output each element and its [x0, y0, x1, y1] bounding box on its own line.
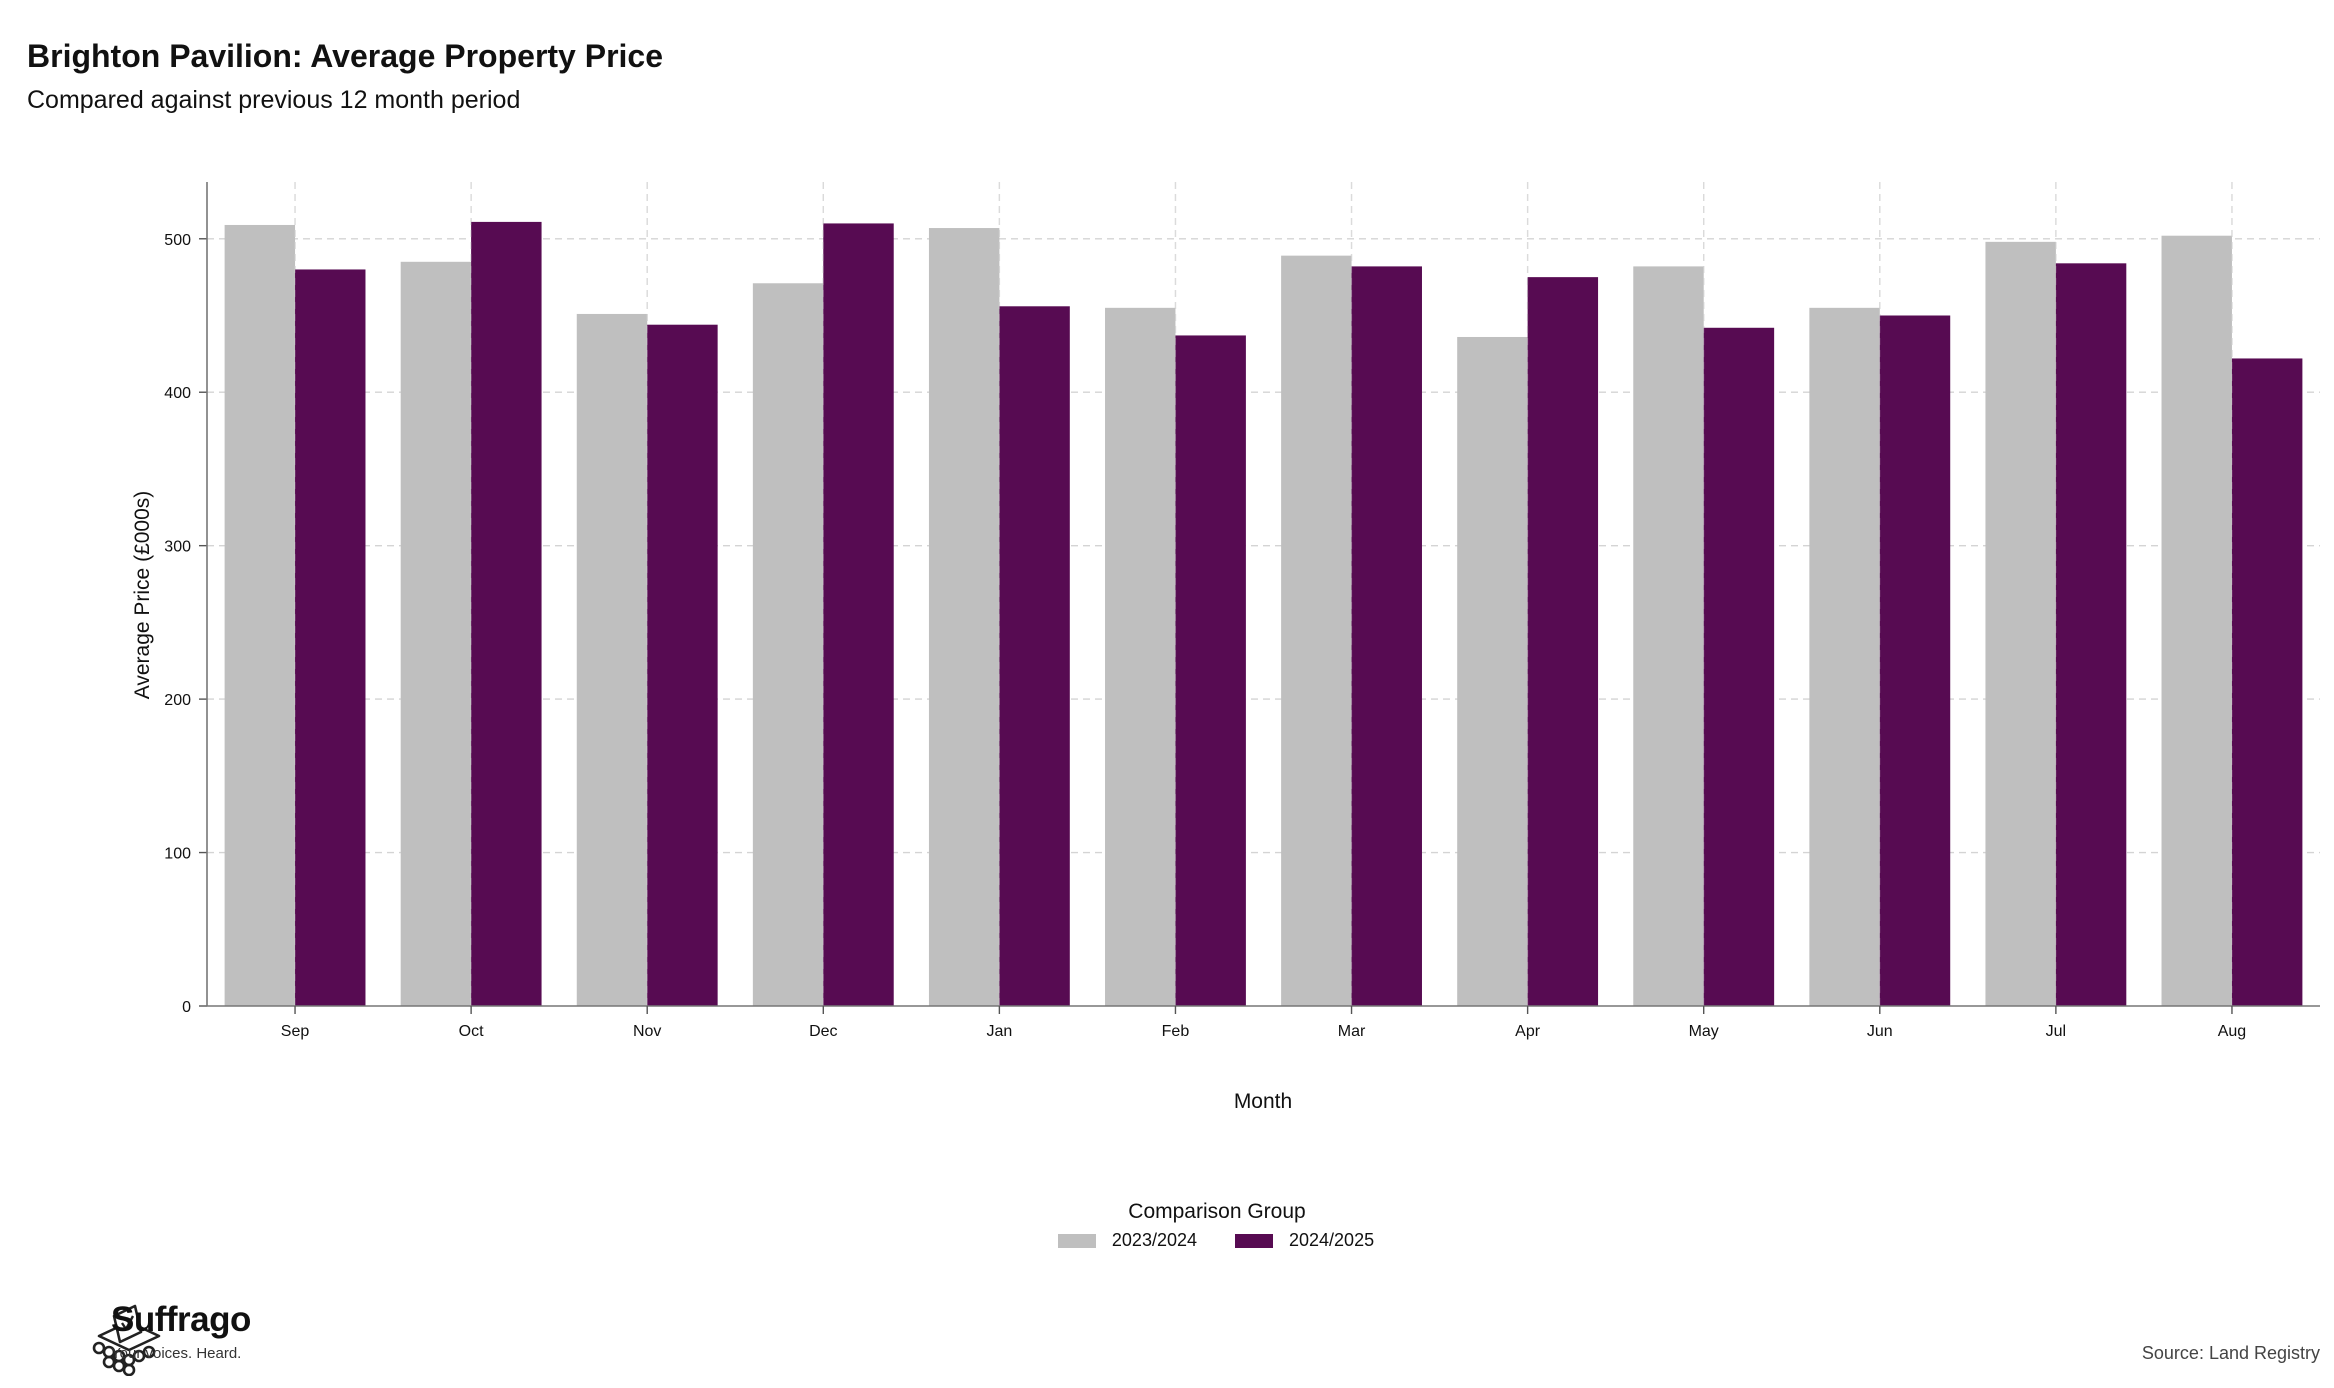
x-tick-label: Jan [986, 1023, 1012, 1040]
bar-2023-2024-mar [1281, 255, 1352, 1006]
bar-2023-2024-jan [928, 228, 1000, 1007]
chart-title: Brighton Pavilion: Average Property Pric… [27, 38, 664, 74]
bar-2024-2025-nov [647, 324, 718, 1006]
bar-2024-2025-dec [823, 223, 894, 1006]
bar-2024-2025-jan [999, 306, 1070, 1006]
bar-2024-2025-jul [2055, 263, 2127, 1006]
x-tick-label: Jun [1867, 1023, 1893, 1040]
bars [224, 182, 2303, 1007]
bar-2023-2024-aug [2161, 235, 2232, 1006]
y-tick-label: 0 [182, 999, 191, 1016]
ballot-box-logo-icon [92, 1304, 161, 1376]
bar-2024-2025-feb [1175, 335, 1246, 1006]
chart-subtitle: Compared against previous 12 month perio… [27, 86, 521, 114]
y-tick-label: 400 [164, 385, 191, 402]
y-tick-label: 300 [164, 539, 191, 556]
y-axis-title: Average Price (£000s) [131, 491, 154, 700]
legend-item-2023-2024: 2023/2024 [1057, 1230, 1197, 1251]
x-tick-labels: Sep Oct Nov Dec Jan Feb Mar Apr May Jun Jul Aug [281, 1023, 2246, 1040]
bar-2023-2024-apr [1457, 336, 1528, 1007]
bar-2023-2024-feb [1105, 307, 1176, 1006]
legend-title: Comparison Group [1128, 1200, 1306, 1223]
x-axis-title: Month [1234, 1090, 1292, 1113]
bar-2023-2024-sep [224, 224, 296, 1007]
bar-2024-2025-jun [1879, 315, 1951, 1006]
x-tick-label: Dec [809, 1023, 837, 1040]
legend-item-2024-2025: 2024/2025 [1235, 1230, 1374, 1251]
legend-label: 2024/2025 [1289, 1230, 1375, 1250]
x-tick-label: Nov [633, 1023, 661, 1040]
legend-label: 2023/2024 [1111, 1230, 1197, 1250]
legend-swatch [1235, 1233, 1273, 1248]
x-tick-label: Oct [459, 1023, 484, 1040]
bar-2023-2024-oct [400, 261, 472, 1006]
x-tick-label: Sep [281, 1023, 310, 1040]
x-tick-label: May [1689, 1023, 1719, 1040]
bar-2023-2024-jun [1809, 307, 1880, 1006]
bar-2024-2025-aug [2231, 358, 2303, 1007]
bar-2024-2025-may [1703, 327, 1775, 1006]
axes [199, 182, 2320, 1014]
legend-items: 2023/2024 2024/2025 [98, 1230, 2334, 1251]
legend-swatch [1057, 1233, 1096, 1248]
bar-2024-2025-sep [295, 269, 366, 1006]
y-tick-labels: 0 100 200 300 400 500 [164, 232, 191, 1016]
x-tick-label: Feb [1162, 1023, 1190, 1040]
brand-tagline: Your voices. Heard. [111, 1345, 242, 1362]
legend: Comparison Group 2023/2024 2024/2025 [0, 1200, 2334, 1251]
bar-2024-2025-oct [471, 221, 542, 1006]
y-tick-label: 100 [164, 846, 191, 863]
brand-name: Suffrago [111, 1300, 251, 1339]
bar-2023-2024-jul [1985, 241, 2056, 1007]
bar-2024-2025-mar [1351, 266, 1422, 1006]
y-tick-label: 500 [164, 232, 191, 249]
x-tick-label: Apr [1515, 1023, 1541, 1040]
x-tick-label: Mar [1338, 1023, 1366, 1040]
y-tick-label: 200 [164, 692, 191, 709]
x-tick-label: Jul [2046, 1023, 2066, 1040]
bar-2023-2024-may [1633, 266, 1704, 1006]
bar-2024-2025-apr [1527, 277, 1599, 1006]
bar-2023-2024-nov [576, 313, 648, 1006]
bar-2023-2024-dec [752, 283, 824, 1006]
x-tick-label: Aug [2218, 1023, 2246, 1040]
source-note: Source: Land Registry [2141, 1343, 2320, 1363]
bar-chart: 0 100 200 300 400 500 Sep Oct Nov Dec Jan Feb Mar Ap… [131, 182, 2320, 1113]
